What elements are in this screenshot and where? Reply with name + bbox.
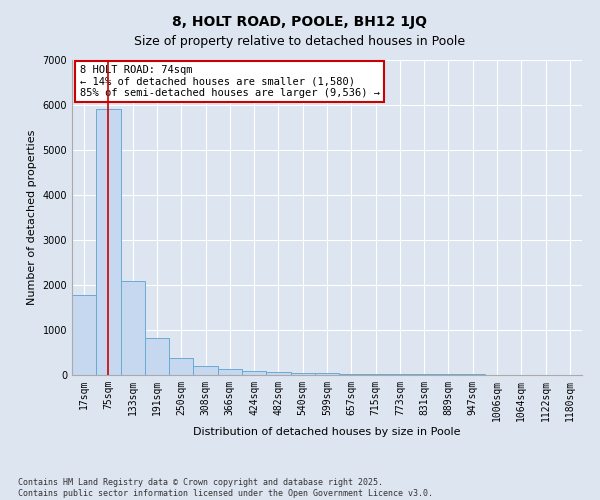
Bar xyxy=(218,369,242,375)
Bar xyxy=(145,338,169,375)
Bar xyxy=(121,282,145,375)
Bar xyxy=(315,373,339,375)
X-axis label: Distribution of detached houses by size in Poole: Distribution of detached houses by size … xyxy=(193,426,461,436)
Text: Contains HM Land Registry data © Crown copyright and database right 2025.
Contai: Contains HM Land Registry data © Crown c… xyxy=(18,478,433,498)
Bar xyxy=(193,366,218,375)
Bar xyxy=(388,374,412,375)
Bar xyxy=(96,110,121,375)
Bar xyxy=(290,373,315,375)
Text: Size of property relative to detached houses in Poole: Size of property relative to detached ho… xyxy=(134,35,466,48)
Bar xyxy=(266,372,290,375)
Bar xyxy=(169,358,193,375)
Text: 8 HOLT ROAD: 74sqm
← 14% of detached houses are smaller (1,580)
85% of semi-deta: 8 HOLT ROAD: 74sqm ← 14% of detached hou… xyxy=(80,64,380,98)
Bar xyxy=(436,374,461,375)
Bar xyxy=(461,374,485,375)
Bar xyxy=(412,374,436,375)
Bar xyxy=(364,374,388,375)
Bar xyxy=(242,372,266,375)
Bar xyxy=(72,295,96,375)
Bar xyxy=(339,374,364,375)
Text: 8, HOLT ROAD, POOLE, BH12 1JQ: 8, HOLT ROAD, POOLE, BH12 1JQ xyxy=(173,15,427,29)
Y-axis label: Number of detached properties: Number of detached properties xyxy=(27,130,37,305)
